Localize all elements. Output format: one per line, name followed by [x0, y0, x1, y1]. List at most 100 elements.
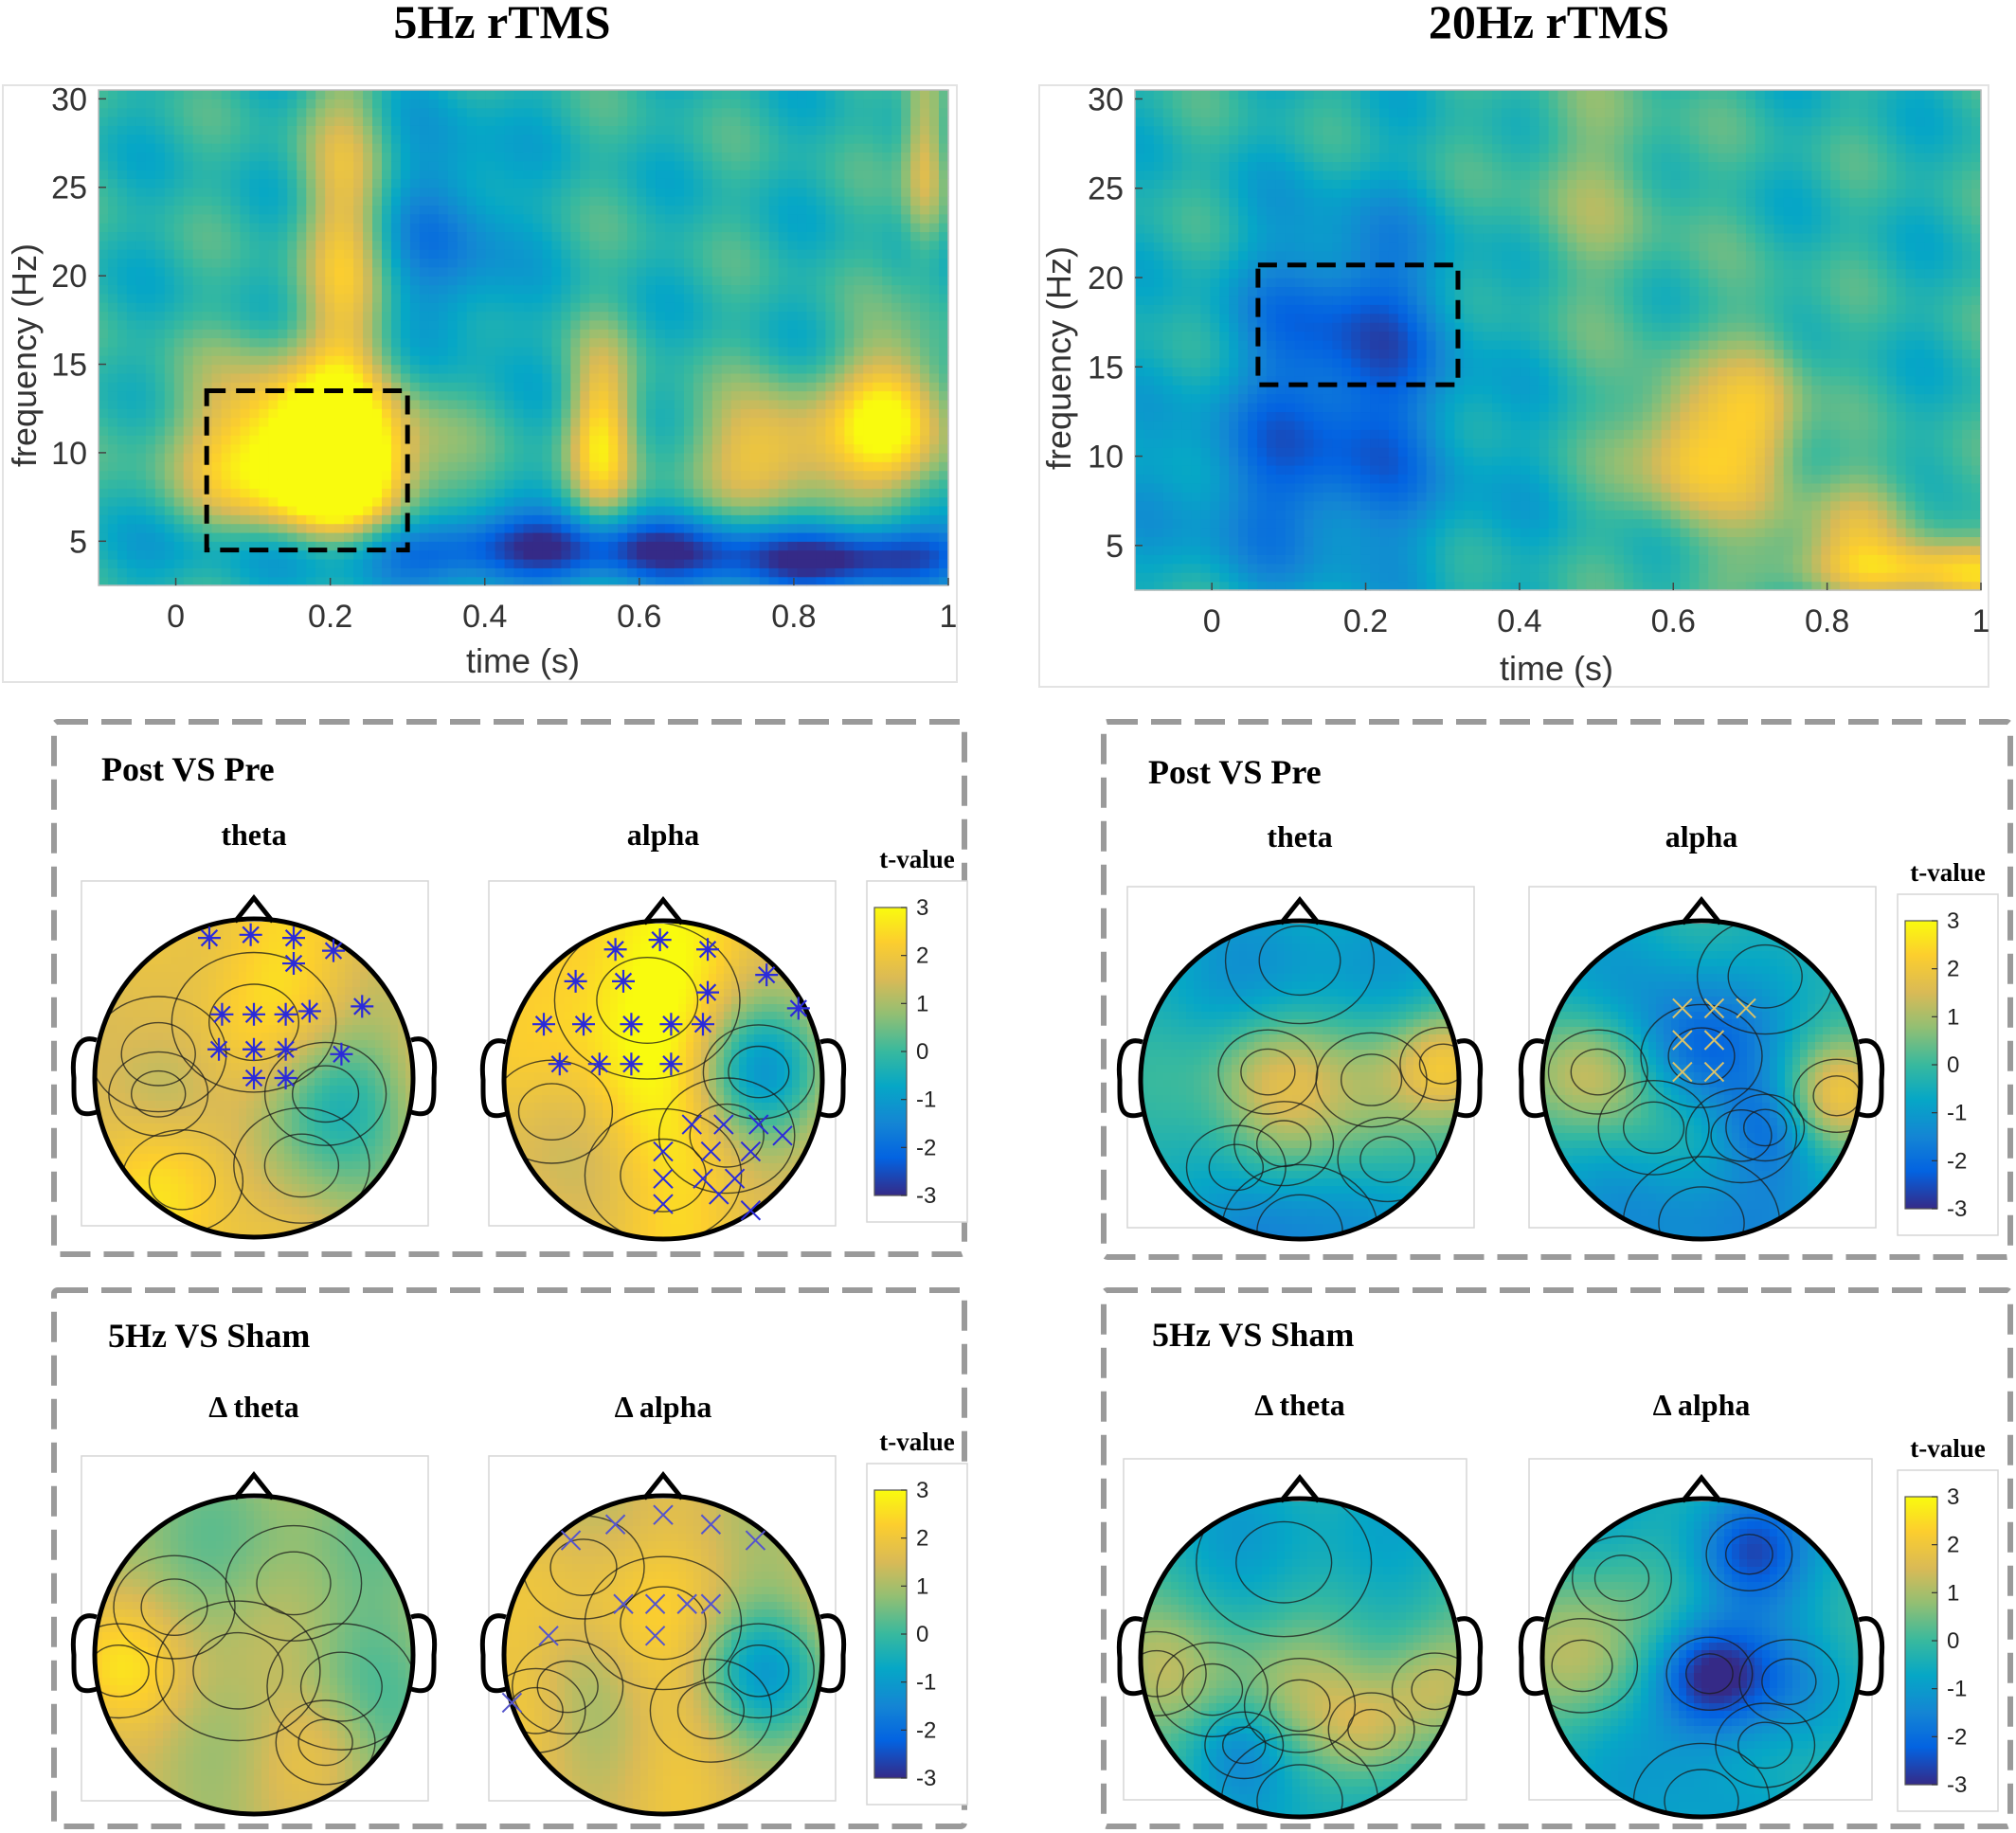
tf-cell	[99, 382, 109, 392]
tf-cell	[646, 117, 657, 126]
tf-cell	[844, 143, 855, 153]
tf-cell	[363, 514, 373, 525]
tf-cell	[495, 425, 506, 436]
tf-cell	[353, 178, 364, 189]
tf-cell	[466, 258, 477, 268]
tf-cell	[806, 478, 818, 489]
tf-cell	[580, 90, 590, 99]
tf-cell	[268, 160, 279, 171]
tf-cell	[99, 523, 109, 533]
tf-cell	[863, 187, 873, 197]
tf-cell	[344, 266, 354, 277]
tf-cell	[627, 160, 638, 171]
tf-cell	[835, 505, 845, 515]
tf-cell	[863, 302, 873, 313]
tf-cell	[570, 240, 581, 250]
tf-cell	[561, 319, 571, 330]
tf-cell	[702, 372, 713, 383]
tf-cell	[145, 187, 156, 197]
tf-cell	[939, 558, 949, 568]
tf-cell	[618, 558, 628, 568]
tf-cell	[599, 514, 609, 525]
tf-cell	[749, 134, 761, 144]
tf-cell	[211, 337, 223, 348]
tf-cell	[183, 435, 194, 445]
tf-cell	[646, 496, 657, 507]
tf-cell	[390, 452, 402, 462]
tf-cell	[910, 435, 921, 445]
tf-cell	[126, 496, 137, 507]
tf-cell	[221, 452, 232, 462]
tf-cell	[513, 143, 525, 153]
tf-cell	[363, 134, 373, 144]
tf-cell	[495, 125, 506, 135]
tf-cell	[693, 461, 704, 472]
tf-cell	[806, 488, 818, 498]
tf-cell	[674, 258, 685, 268]
tf-cell	[173, 240, 185, 250]
tf-cell	[221, 567, 232, 578]
tf-cell	[740, 523, 751, 533]
tf-cell	[835, 576, 845, 586]
tf-cell	[618, 443, 628, 454]
tf-cell	[873, 531, 883, 542]
tf-cell	[797, 541, 808, 551]
tf-cell	[145, 382, 156, 392]
tf-cell	[390, 152, 402, 162]
tf-cell	[382, 541, 392, 551]
tf-cell	[627, 567, 638, 578]
tf-cell	[740, 567, 751, 578]
tf-cell	[428, 488, 440, 498]
tf-cell	[683, 346, 694, 356]
tf-cell	[135, 178, 147, 189]
tf-cell	[154, 382, 166, 392]
tf-cell	[816, 417, 827, 427]
tf-cell	[873, 461, 883, 472]
tf-cell	[816, 567, 827, 578]
tf-cell	[920, 496, 930, 507]
tf-cell	[107, 231, 118, 242]
tf-cell	[334, 558, 345, 568]
tf-cell	[173, 187, 185, 197]
tf-cell	[428, 213, 440, 224]
tf-cell	[608, 399, 619, 409]
tf-cell	[599, 399, 609, 409]
tf-cell	[570, 567, 581, 578]
tf-cell	[438, 90, 449, 99]
tf-cell	[665, 134, 675, 144]
tf-cell	[390, 514, 402, 525]
tf-cell	[135, 205, 147, 215]
tf-cell	[419, 205, 430, 215]
tf-cell	[656, 178, 666, 189]
tf-cell	[99, 329, 109, 339]
tf-cell	[278, 461, 288, 472]
tf-cell	[117, 549, 128, 560]
tf-cell	[730, 223, 742, 233]
tf-cell	[447, 187, 459, 197]
tf-cell	[419, 417, 430, 427]
tf-cell	[551, 461, 562, 472]
tf-cell	[325, 258, 335, 268]
tf-cell	[910, 293, 921, 303]
tf-cell	[683, 364, 694, 374]
tf-cell	[693, 417, 704, 427]
tf-cell	[382, 478, 392, 489]
tf-cell	[570, 382, 581, 392]
tf-cell	[637, 240, 647, 250]
tf-cell	[297, 134, 307, 144]
tf-cell	[278, 284, 288, 295]
tf-cell	[561, 152, 571, 162]
tf-cell	[268, 443, 279, 454]
tf-cell	[920, 399, 930, 409]
tf-cell	[173, 443, 185, 454]
tf-cell	[447, 364, 459, 374]
tf-cell	[268, 558, 279, 568]
tf-cell	[797, 425, 808, 436]
tf-cell	[202, 364, 213, 374]
tf-cell	[145, 372, 156, 383]
tf-cell	[570, 117, 581, 126]
tf-cell	[278, 249, 288, 260]
tf-cell	[599, 90, 609, 99]
tf-cell	[99, 372, 109, 383]
tf-cell	[495, 205, 506, 215]
